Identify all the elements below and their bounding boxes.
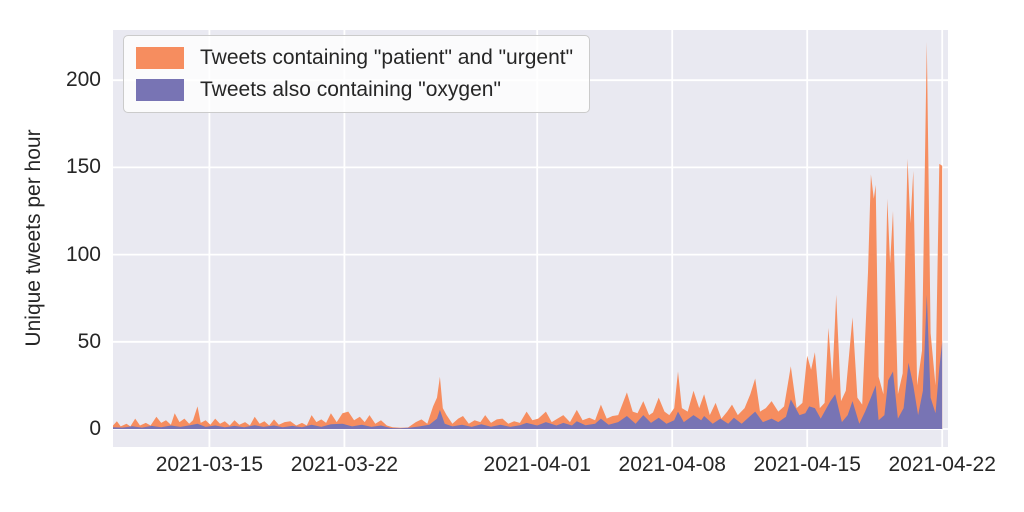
y-tick-label: 150 — [65, 155, 101, 179]
legend-label: Tweets also containing "oxygen" — [200, 78, 501, 101]
legend-entry-patient-urgent: Tweets containing "patient" and "urgent" — [136, 46, 573, 70]
y-tick-label: 100 — [65, 242, 101, 266]
plot-area: Tweets containing "patient" and "urgent"… — [113, 30, 948, 447]
legend-label: Tweets containing "patient" and "urgent" — [200, 46, 574, 69]
x-tick-label: 2021-03-22 — [290, 453, 399, 476]
legend-entry-oxygen: Tweets also containing "oxygen" — [136, 78, 573, 102]
x-tick-label: 2021-04-15 — [753, 453, 861, 476]
x-tick-label: 2021-04-01 — [483, 453, 591, 476]
legend: Tweets containing "patient" and "urgent"… — [123, 35, 591, 113]
x-tick-label: 2021-04-08 — [618, 453, 726, 476]
y-tick-label: 0 — [89, 417, 101, 441]
x-tick-label: 2021-03-15 — [155, 453, 264, 476]
y-tick-label: 200 — [65, 68, 101, 92]
legend-swatch-orange-icon — [136, 47, 184, 69]
y-tick-label: 50 — [77, 329, 101, 353]
x-tick-label: 2021-04-22 — [888, 453, 996, 476]
legend-swatch-purple-icon — [136, 79, 184, 101]
